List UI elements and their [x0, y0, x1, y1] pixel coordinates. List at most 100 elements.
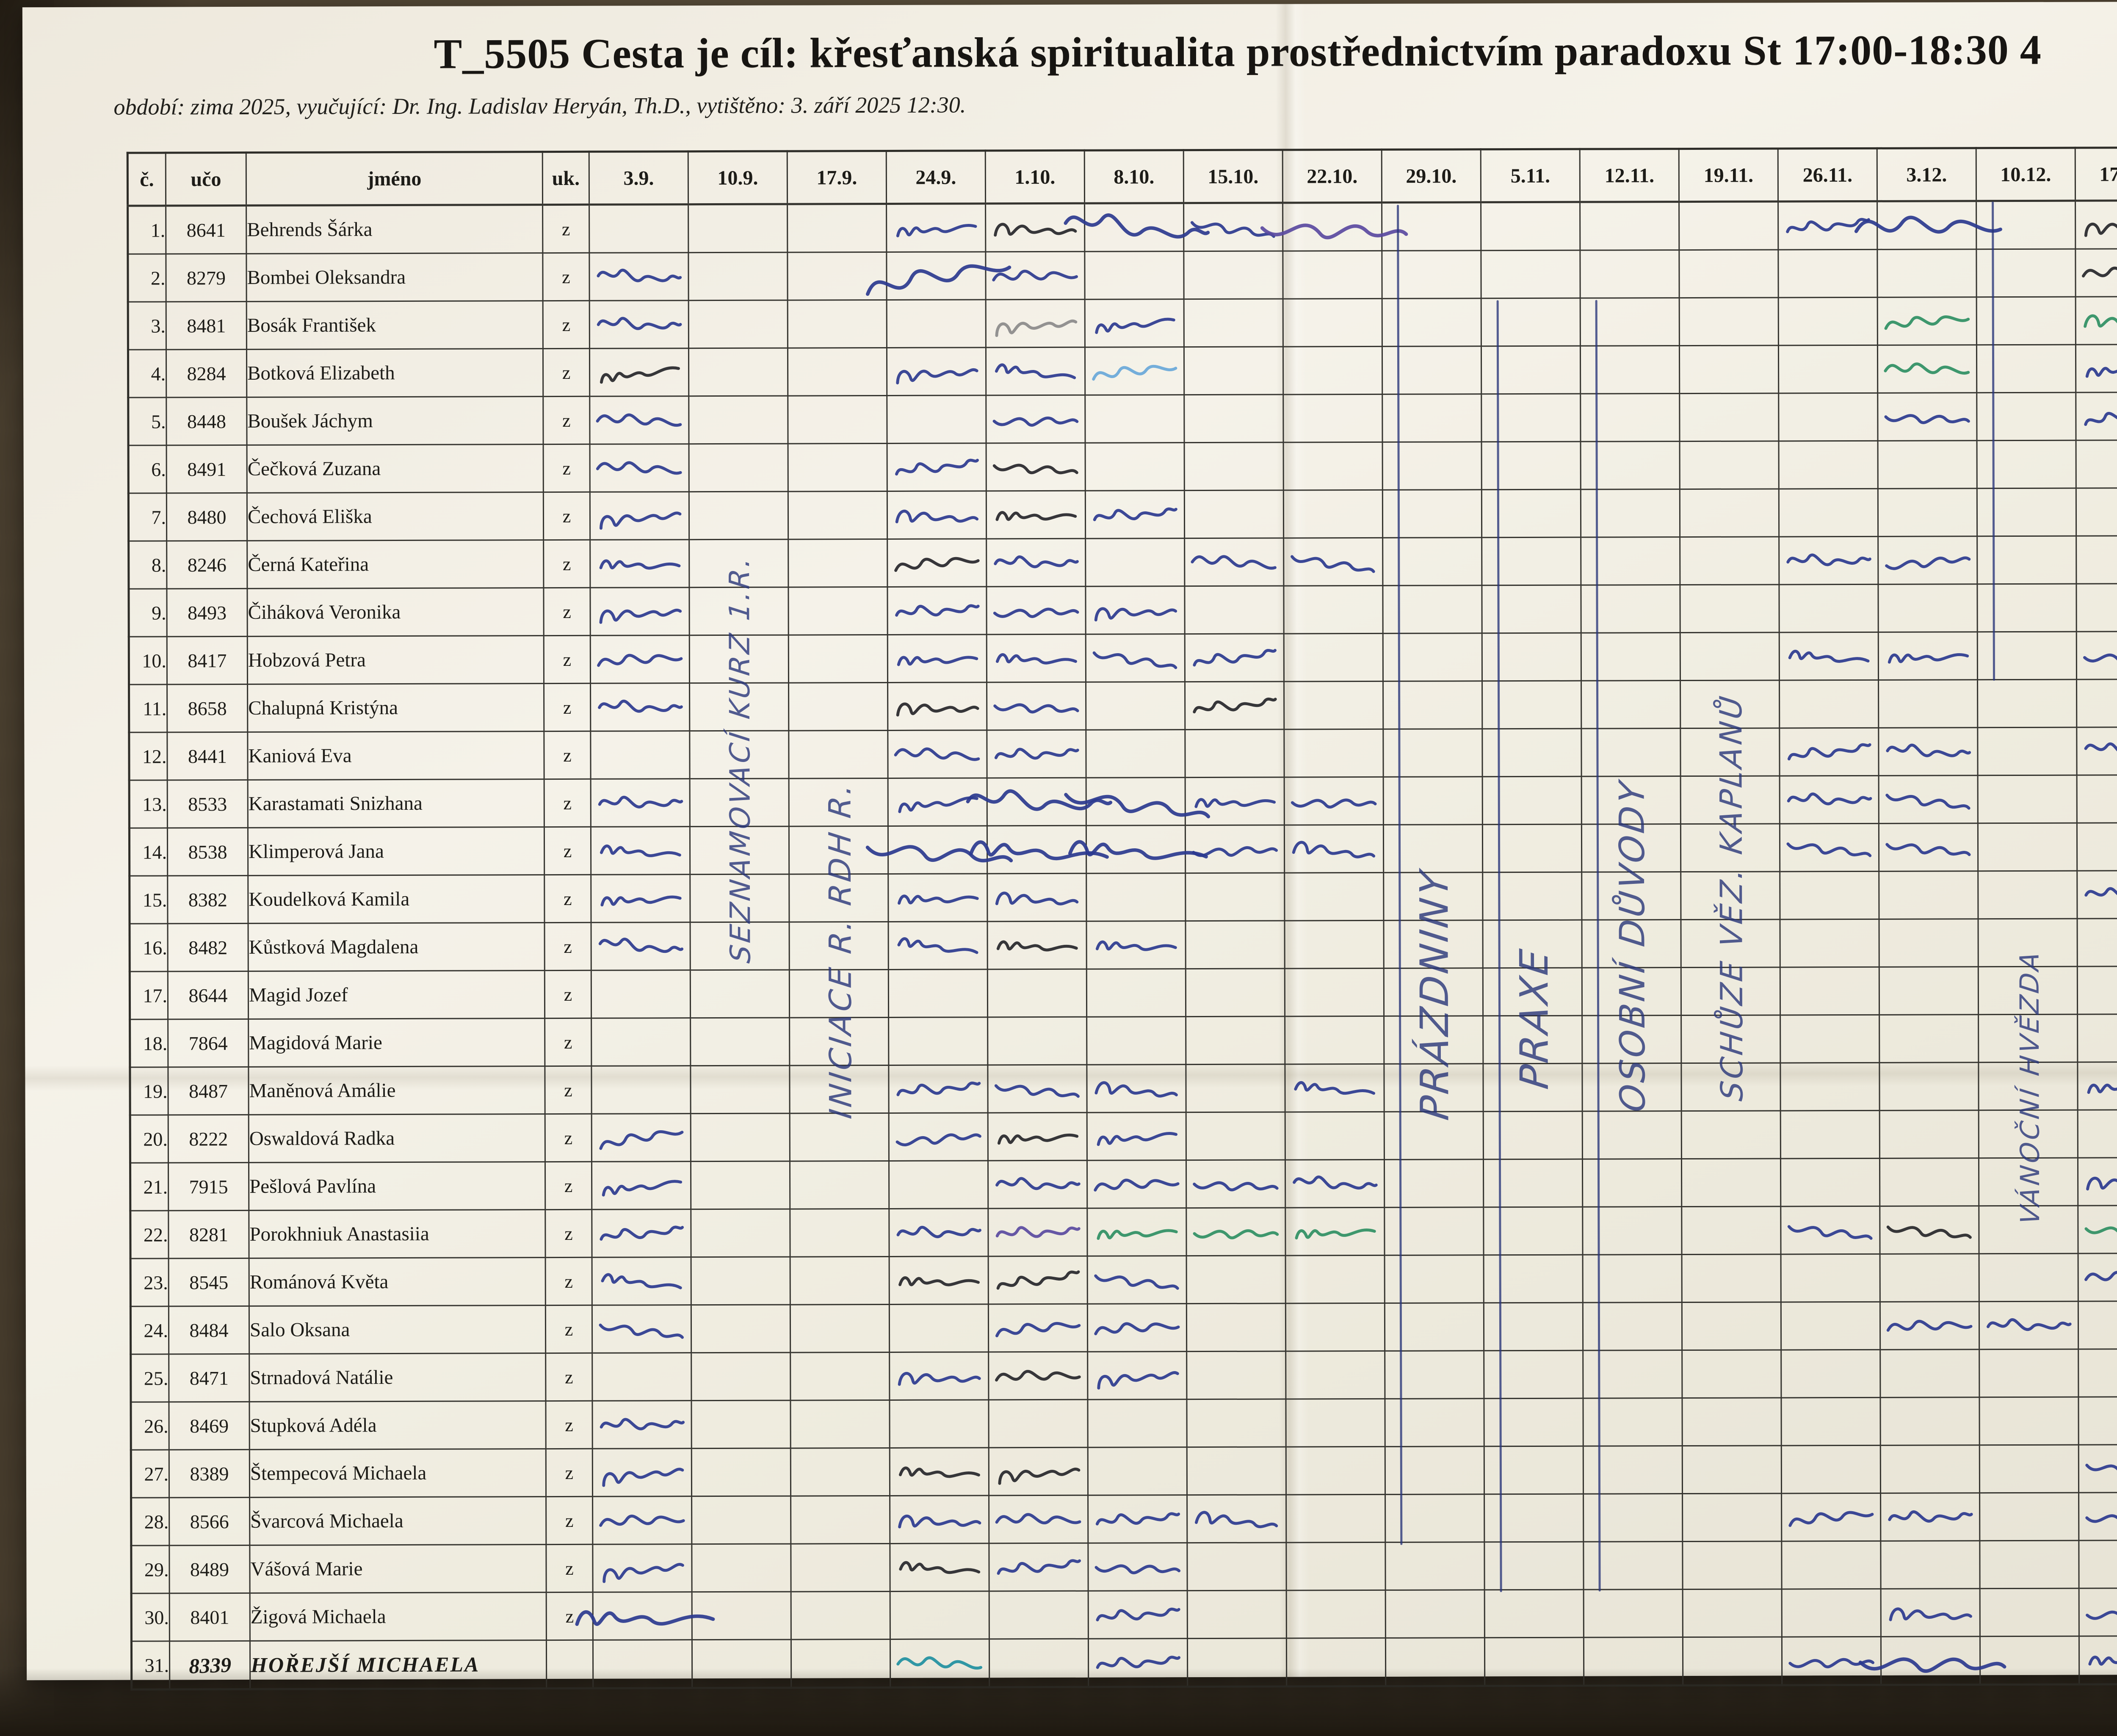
attendance-cell — [1680, 871, 1780, 920]
attendance-cell — [1187, 1543, 1287, 1591]
cell-number: 27. — [131, 1449, 169, 1498]
attendance-cell — [1483, 1159, 1583, 1207]
attendance-cell — [1481, 202, 1580, 251]
student-row: 14. 8538 Klimperová Jana z — [129, 822, 2117, 876]
handwritten-signature — [996, 653, 1078, 665]
column-header-249: 24.9. — [886, 150, 986, 204]
handwritten-signature — [1291, 555, 1375, 573]
student-row: 28. 8566 Švarcová Michaela z — [131, 1492, 2117, 1546]
attendance-cell — [1283, 538, 1383, 586]
attendance-cell — [1976, 249, 2076, 297]
attendance-cell — [1854, 201, 2003, 250]
cell-number: 7. — [128, 493, 167, 541]
attendance-cell — [1283, 585, 1383, 634]
attendance-cell — [1384, 968, 1483, 1016]
handwritten-signature — [599, 1515, 685, 1527]
attendance-cell — [1186, 1208, 1286, 1256]
attendance-cell — [1877, 249, 1977, 298]
student-row: 21. 7915 Pešlová Pavlína z — [130, 1157, 2117, 1211]
attendance-cell — [1581, 537, 1680, 585]
handwritten-signature — [600, 511, 682, 530]
paper-sheet: T_5505 Cesta je cíl: křesťanská spiritua… — [22, 1, 2117, 1691]
attendance-cell — [889, 1208, 989, 1257]
cell-uco: 8481 — [166, 301, 247, 350]
handwritten-signature — [1788, 649, 1870, 663]
attendance-cell — [590, 444, 689, 492]
handwritten-signature — [1094, 607, 1177, 621]
handwritten-signature — [1291, 798, 1377, 809]
attendance-cell — [1979, 1206, 2078, 1254]
attendance-cell — [1680, 776, 1780, 824]
attendance-cell — [1385, 1446, 1484, 1495]
handwritten-signature — [895, 604, 980, 617]
column-header-2611: 26.11. — [1778, 148, 1877, 201]
attendance-cell — [1979, 1349, 2078, 1397]
cell-number: 1. — [127, 205, 166, 254]
attendance-cell — [691, 1496, 791, 1544]
attendance-cell — [1779, 632, 1879, 680]
attendance-cell — [1978, 823, 2077, 871]
attendance-cell — [1879, 1206, 1979, 1254]
attendance-cell — [2078, 1109, 2117, 1158]
attendance-cell — [1781, 1302, 1880, 1350]
attendance-cell — [1284, 825, 1384, 873]
attendance-cell — [1781, 1541, 1881, 1589]
attendance-cell — [1682, 1350, 1781, 1398]
cell-uco: 8538 — [167, 828, 248, 876]
cell-number: 28. — [131, 1497, 169, 1546]
attendance-cell — [1979, 1110, 2078, 1158]
attendance-cell — [1185, 682, 1284, 730]
attendance-cell — [1086, 873, 1186, 922]
attendance-cell — [988, 1256, 1088, 1304]
attendance-cell — [2075, 248, 2117, 297]
handwritten-signature — [1094, 1274, 1179, 1290]
attendance-cell — [1980, 1588, 2079, 1637]
handwritten-signature — [995, 1084, 1080, 1098]
attendance-cell — [1780, 919, 1879, 967]
attendance-cell — [1979, 1397, 2079, 1445]
attendance-cell — [1681, 1158, 1781, 1207]
attendance-cell — [690, 1065, 790, 1114]
attendance-cell — [790, 1352, 890, 1401]
attendance-cell — [1087, 1208, 1187, 1256]
attendance-cell — [1385, 1350, 1484, 1399]
attendance-cell — [1284, 920, 1384, 969]
attendance-cell — [1879, 1014, 1979, 1063]
handwritten-signature — [1193, 1181, 1279, 1192]
attendance-cell — [887, 491, 987, 539]
attendance-cell — [1484, 1446, 1584, 1494]
cell-uco: 8279 — [166, 254, 247, 302]
cell-uco: 8493 — [166, 588, 248, 637]
attendance-cell — [986, 538, 1086, 587]
attendance-cell — [1482, 920, 1582, 968]
attendance-cell — [1385, 1255, 1484, 1303]
cell-uk: z — [544, 875, 591, 923]
attendance-cell — [2077, 822, 2117, 871]
cell-uco: 8489 — [169, 1545, 250, 1593]
attendance-cell — [1382, 394, 1482, 442]
attendance-cell — [591, 1018, 691, 1066]
attendance-cell — [1976, 392, 2076, 441]
attendance-cell — [590, 491, 689, 540]
attendance-cell — [1878, 536, 1977, 585]
attendance-cell — [1481, 585, 1581, 633]
attendance-cell — [2077, 1014, 2117, 1063]
attendance-cell — [1978, 966, 2078, 1015]
attendance-cell — [1878, 727, 1978, 776]
attendance-cell — [1186, 1016, 1285, 1065]
attendance-cell — [592, 1305, 691, 1353]
attendance-cell — [2077, 775, 2117, 823]
handwritten-signature — [898, 1515, 981, 1529]
attendance-cell — [887, 682, 987, 731]
cell-number: 2. — [127, 254, 166, 302]
handwritten-signature — [1193, 1229, 1279, 1239]
attendance-cell — [1878, 440, 1977, 489]
attendance-cell — [1679, 297, 1779, 346]
attendance-cell — [689, 539, 788, 588]
attendance-cell — [590, 587, 690, 636]
student-row: 26. 8469 Stupková Adéla z — [130, 1397, 2117, 1450]
attendance-cell — [1878, 584, 1978, 632]
attendance-cell — [1385, 1398, 1484, 1447]
handwritten-signature — [1786, 218, 1871, 233]
student-row: 13. 8533 Karastamati Snizhana z — [129, 775, 2117, 828]
